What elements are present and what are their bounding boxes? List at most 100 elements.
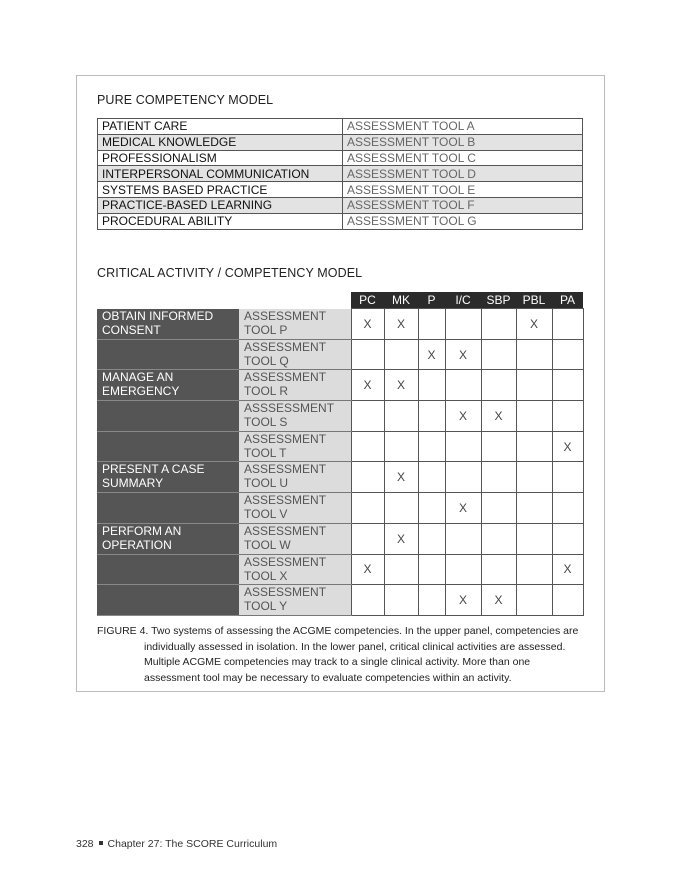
activity-cell: [97, 431, 239, 463]
mark-cell: [383, 584, 419, 616]
table-row: PATIENT CARE ASSESSMENT TOOL A: [97, 118, 583, 135]
chapter-title: Chapter 27: The SCORE Curriculum: [107, 838, 278, 850]
mark-cell: X: [515, 308, 553, 340]
tool-line-1: ASSESSMENT: [244, 493, 327, 508]
activity-cell: [97, 400, 239, 432]
tool-line-1: ASSESSMENT: [244, 308, 327, 323]
activity-cell: MANAGE AN EMERGENCY: [97, 369, 239, 402]
tool-line-2: TOOL W: [244, 537, 291, 552]
mark-cell: [515, 338, 553, 371]
tool-line-2: TOOL P: [244, 322, 288, 337]
mark-cell: [551, 522, 584, 555]
mark-cell: [551, 338, 584, 371]
tool-line-2: TOOL U: [244, 476, 289, 491]
tool-line-1: ASSESSMENT: [244, 523, 327, 538]
mark-cell: [551, 461, 584, 494]
figure-caption: FIGURE 4. Two systems of assessing the A…: [97, 624, 587, 686]
tool-line-2: TOOL Q: [244, 353, 289, 368]
assessment-tool-cell: ASSESSMENT TOOL Y: [239, 584, 351, 616]
blank-header: [239, 292, 351, 309]
assessment-tool-cell: ASSESSMENT TOOL E: [342, 181, 583, 198]
tool-line-2: TOOL V: [244, 507, 288, 522]
table-row: PROCEDURAL ABILITY ASSESSMENT TOOL G: [97, 212, 583, 230]
competency-cell: PATIENT CARE: [97, 118, 343, 135]
tool-line-2: TOOL R: [244, 384, 289, 399]
mark-cell: [515, 430, 553, 463]
mark-cell: X: [350, 308, 385, 340]
mark-cell: [350, 338, 385, 371]
mark-cell: [480, 430, 517, 463]
assessment-tool-cell: ASSESSMENT TOOL A: [342, 118, 583, 135]
blank-header: [97, 292, 239, 309]
mark-cell: [551, 492, 584, 524]
activity-cell: OBTAIN INFORMED CONSENT: [97, 308, 239, 340]
competency-cell: MEDICAL KNOWLEDGE: [97, 133, 343, 151]
caption-label: FIGURE 4.: [97, 625, 149, 637]
mark-cell: [444, 522, 482, 555]
mark-cell: [480, 461, 517, 494]
mark-cell: [417, 308, 446, 340]
mark-cell: [480, 553, 517, 586]
mark-cell: [417, 553, 446, 586]
mark-cell: X: [444, 338, 482, 371]
column-header-pbl: PBL: [516, 292, 552, 309]
mark-cell: X: [444, 492, 482, 524]
mark-cell: X: [350, 553, 385, 586]
assessment-tool-cell: ASSESSMENT TOOL T: [239, 431, 351, 463]
mark-cell: [480, 522, 517, 555]
tool-line-1: ASSESSMENT: [244, 370, 327, 385]
mark-cell: [480, 308, 517, 340]
competency-cell: PROCEDURAL ABILITY: [97, 212, 343, 230]
figure-frame: [76, 75, 605, 692]
mark-cell: [417, 584, 446, 616]
page-footer: 328 Chapter 27: The SCORE Curriculum: [76, 838, 277, 850]
mark-cell: [515, 584, 553, 616]
mark-cell: [383, 338, 419, 371]
mark-cell: [417, 369, 446, 402]
mark-cell: [350, 522, 385, 555]
mark-cell: [551, 584, 584, 616]
assessment-tool-cell: ASSESSMENT TOOL G: [342, 212, 583, 230]
activity-cell: [97, 492, 239, 524]
assessment-tool-cell: ASSESSMENT TOOL W: [239, 523, 351, 555]
mark-cell: [444, 369, 482, 402]
page-number: 328: [76, 838, 94, 850]
mark-cell: X: [383, 369, 419, 402]
tool-line-2: TOOL Y: [244, 599, 288, 614]
mark-cell: [417, 461, 446, 494]
mark-cell: [515, 400, 553, 432]
assessment-tool-cell: ASSESSMENT TOOL X: [239, 554, 351, 586]
tool-line-1: ASSESSMENT: [244, 431, 327, 446]
mark-cell: X: [551, 553, 584, 586]
mark-cell: X: [383, 461, 419, 494]
mark-cell: [417, 400, 446, 432]
mark-cell: [515, 553, 553, 586]
mark-cell: [515, 461, 553, 494]
tool-line-2: TOOL T: [244, 445, 287, 460]
tool-line-2: TOOL S: [244, 415, 288, 430]
assessment-tool-cell: ASSESSMENT TOOL P: [239, 308, 351, 340]
mark-cell: [383, 492, 419, 524]
activity-cell: PRESENT A CASE SUMMARY: [97, 461, 239, 494]
assessment-tool-cell: ASSESSMENT TOOL C: [342, 149, 583, 167]
tool-line-1: ASSESSMENT: [244, 554, 327, 569]
mark-cell: [551, 308, 584, 340]
mark-cell: X: [480, 584, 517, 616]
mark-cell: [480, 369, 517, 402]
mark-cell: [444, 308, 482, 340]
table-row: INTERPERSONAL COMMUNICATION ASSESSMENT TO…: [97, 165, 583, 183]
tool-line-1: ASSESSMENT: [244, 339, 327, 354]
assessment-tool-cell: ASSESSMENT TOOL Q: [239, 339, 351, 371]
tool-line-2: TOOL X: [244, 568, 288, 583]
mark-cell: X: [551, 430, 584, 463]
mark-cell: [551, 369, 584, 402]
mark-cell: [383, 430, 419, 463]
mark-cell: X: [417, 338, 446, 371]
upper-panel-title: PURE COMPETENCY MODEL: [97, 93, 274, 107]
caption-rest: individually assessed in isolation. In t…: [144, 640, 566, 684]
competency-cell: INTERPERSONAL COMMUNICATION: [97, 165, 343, 183]
